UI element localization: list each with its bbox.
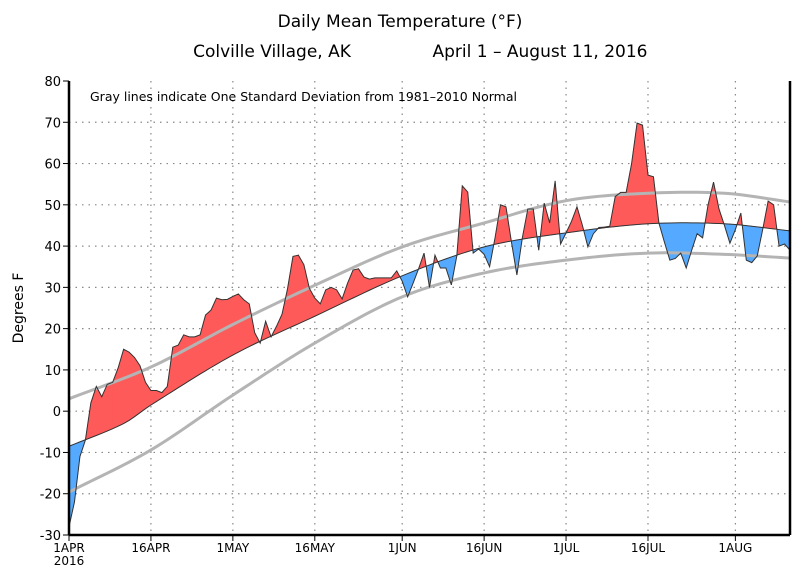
above-normal-fill (134, 356, 141, 418)
x-tick-label: 16JUL (631, 541, 666, 555)
y-tick-label: 20 (44, 323, 61, 338)
above-normal-fill (205, 309, 212, 372)
above-normal-fill (117, 349, 124, 427)
below-normal-fill (664, 222, 671, 261)
y-tick-label: -10 (40, 446, 61, 461)
chart-subtitle-dates: April 1 – August 11, 2016 (433, 42, 648, 62)
y-tick-label: 50 (44, 199, 61, 214)
y-tick-label: 70 (44, 116, 61, 131)
x-tick-label: 1AUG (718, 541, 752, 555)
chart-title: Daily Mean Temperature (°F) (278, 12, 523, 32)
above-normal-fill (183, 334, 190, 385)
chart-subtitle-location: Colville Village, AK (193, 42, 352, 62)
normal-line (68, 222, 791, 447)
y-tick-label: 60 (44, 158, 61, 173)
above-normal-fill (106, 381, 113, 432)
observed-line (68, 122, 791, 527)
annotation: Gray lines indicate One Standard Deviati… (90, 89, 517, 104)
above-normal-fill (292, 254, 299, 327)
y-tick-label: 30 (44, 281, 61, 296)
grid (69, 81, 790, 535)
above-normal-fill (527, 208, 534, 239)
above-normal-fill (500, 204, 507, 244)
x-tick-label: 1MAY (217, 541, 250, 555)
x-tick-label: 1JUL (553, 541, 580, 555)
above-normal-fill (96, 386, 103, 436)
above-normal-fill (325, 286, 332, 312)
upper-std-line (68, 190, 791, 401)
y-tick-label: 80 (44, 75, 61, 90)
above-normal-fill (461, 185, 469, 254)
x-tick-label: 16MAY (295, 541, 336, 555)
above-normal-fill (614, 191, 621, 227)
x-tick-label: 16JUN (466, 541, 503, 555)
above-normal-fill (303, 264, 310, 322)
above-normal-fill (123, 348, 130, 425)
y-axis-label: Degrees F (11, 273, 27, 344)
x-tick-label: 1JUN (388, 541, 417, 555)
x-tick-sublabel: 2016 (54, 554, 85, 568)
above-normal-fill (631, 123, 638, 226)
above-normal-fill (642, 125, 649, 225)
x-tick-label: 1APR (53, 541, 84, 555)
x-tick-label: 16APR (131, 541, 170, 555)
above-normal-fill (128, 351, 135, 421)
above-normal-fill (330, 286, 337, 309)
above-normal-fill (636, 122, 643, 225)
below-normal-fill (778, 229, 785, 247)
y-tick-label: 0 (53, 405, 61, 420)
above-normal-fill (352, 268, 359, 299)
series-lines (68, 122, 791, 527)
y-tick-label: -30 (40, 529, 61, 544)
y-tick-label: 10 (44, 364, 61, 379)
above-normal-fill (620, 192, 627, 227)
above-normal-fill (112, 367, 119, 430)
y-tick-label: 40 (44, 240, 61, 255)
above-normal-fill (243, 299, 250, 350)
above-normal-fill (347, 269, 354, 302)
below-normal-fill (669, 222, 676, 261)
above-normal-fill (188, 336, 195, 382)
above-normal-fill (172, 344, 179, 392)
above-normal-fill (647, 174, 654, 225)
below-normal-fill (685, 222, 692, 269)
anomaly-fills (68, 122, 791, 527)
above-normal-fill (767, 200, 774, 230)
y-tick-label: -20 (40, 488, 61, 503)
above-normal-fill (287, 256, 294, 330)
